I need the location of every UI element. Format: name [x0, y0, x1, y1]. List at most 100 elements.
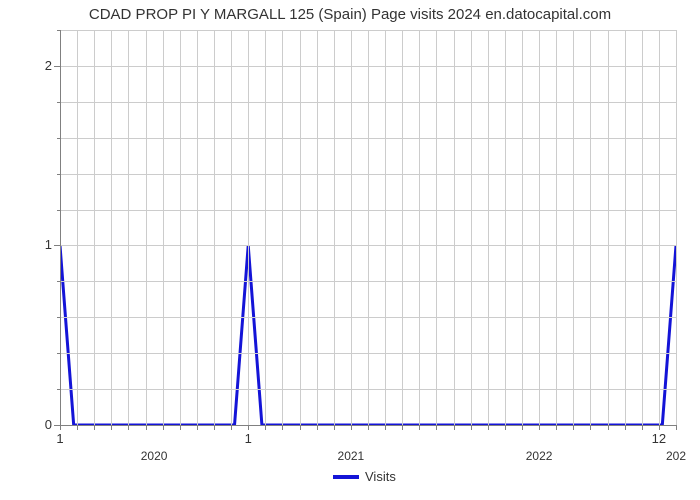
x-tick — [282, 425, 283, 430]
grid-line-v — [642, 30, 643, 425]
x-tick — [419, 425, 420, 430]
grid-line-v — [248, 30, 249, 425]
x-tick — [77, 425, 78, 430]
grid-line-v — [539, 30, 540, 425]
x-tick — [436, 425, 437, 430]
x-tick — [539, 425, 540, 430]
grid-line-v — [488, 30, 489, 425]
x-tick — [608, 425, 609, 430]
grid-line-v — [522, 30, 523, 425]
x-tick — [146, 425, 147, 430]
grid-line-v — [197, 30, 198, 425]
x-tick — [128, 425, 129, 430]
grid-line-v — [573, 30, 574, 425]
grid-line-v — [505, 30, 506, 425]
grid-line-v — [128, 30, 129, 425]
x-tick — [180, 425, 181, 430]
grid-line-v — [659, 30, 660, 425]
x-tick — [265, 425, 266, 430]
chart-container: CDAD PROP PI Y MARGALL 125 (Spain) Page … — [0, 0, 700, 500]
chart-title: CDAD PROP PI Y MARGALL 125 (Spain) Page … — [0, 6, 700, 23]
x-tick — [522, 425, 523, 430]
grid-line-v — [317, 30, 318, 425]
x-tick-label: 1 — [245, 431, 252, 446]
y-minor-tick — [57, 389, 60, 390]
x-tick — [60, 425, 61, 430]
x-tick — [334, 425, 335, 430]
x-tick — [642, 425, 643, 430]
x-tick — [556, 425, 557, 430]
x-tick — [676, 425, 677, 430]
x-tick — [402, 425, 403, 430]
grid-line-v — [454, 30, 455, 425]
grid-line-v — [77, 30, 78, 425]
x-tick — [300, 425, 301, 430]
x-tick — [471, 425, 472, 430]
y-minor-tick — [57, 174, 60, 175]
grid-line-v — [608, 30, 609, 425]
grid-line-v — [676, 30, 677, 425]
grid-line-v — [163, 30, 164, 425]
grid-line-v — [111, 30, 112, 425]
grid-line-v — [334, 30, 335, 425]
y-minor-tick — [57, 210, 60, 211]
grid-line-v — [436, 30, 437, 425]
x-tick — [214, 425, 215, 430]
grid-line-v — [146, 30, 147, 425]
grid-line-v — [402, 30, 403, 425]
grid-line-v — [231, 30, 232, 425]
x-year-label: 202 — [666, 449, 686, 463]
grid-line-v — [556, 30, 557, 425]
x-tick — [94, 425, 95, 430]
x-tick-label: 12 — [652, 431, 666, 446]
grid-line-v — [351, 30, 352, 425]
x-tick — [111, 425, 112, 430]
x-tick — [231, 425, 232, 430]
legend-swatch — [333, 475, 359, 479]
grid-line-v — [385, 30, 386, 425]
x-tick — [454, 425, 455, 430]
y-tick-label: 2 — [22, 58, 52, 73]
grid-line-v — [94, 30, 95, 425]
x-tick — [505, 425, 506, 430]
grid-line-v — [214, 30, 215, 425]
grid-line-v — [590, 30, 591, 425]
x-tick — [368, 425, 369, 430]
grid-line-v — [265, 30, 266, 425]
legend: Visits — [333, 469, 396, 484]
x-tick — [248, 425, 249, 430]
x-year-label: 2022 — [526, 449, 553, 463]
x-tick — [625, 425, 626, 430]
y-axis-line — [60, 30, 61, 425]
x-tick — [351, 425, 352, 430]
x-tick — [488, 425, 489, 430]
y-minor-tick — [57, 102, 60, 103]
x-tick — [163, 425, 164, 430]
x-year-label: 2020 — [141, 449, 168, 463]
grid-line-v — [282, 30, 283, 425]
legend-label: Visits — [365, 469, 396, 484]
grid-line-v — [368, 30, 369, 425]
x-tick — [197, 425, 198, 430]
grid-line-v — [471, 30, 472, 425]
y-minor-tick — [57, 138, 60, 139]
grid-line-v — [625, 30, 626, 425]
x-tick — [659, 425, 660, 430]
x-tick — [573, 425, 574, 430]
grid-line-v — [419, 30, 420, 425]
y-minor-tick — [57, 281, 60, 282]
grid-line-v — [180, 30, 181, 425]
y-tick-label: 0 — [22, 417, 52, 432]
x-tick — [590, 425, 591, 430]
y-minor-tick — [57, 317, 60, 318]
y-tick — [54, 245, 60, 246]
y-minor-tick — [57, 353, 60, 354]
y-tick — [54, 66, 60, 67]
x-tick-label: 1 — [56, 431, 63, 446]
x-tick — [385, 425, 386, 430]
y-tick-label: 1 — [22, 237, 52, 252]
x-year-label: 2021 — [338, 449, 365, 463]
y-minor-tick — [57, 30, 60, 31]
grid-line-v — [300, 30, 301, 425]
x-tick — [317, 425, 318, 430]
